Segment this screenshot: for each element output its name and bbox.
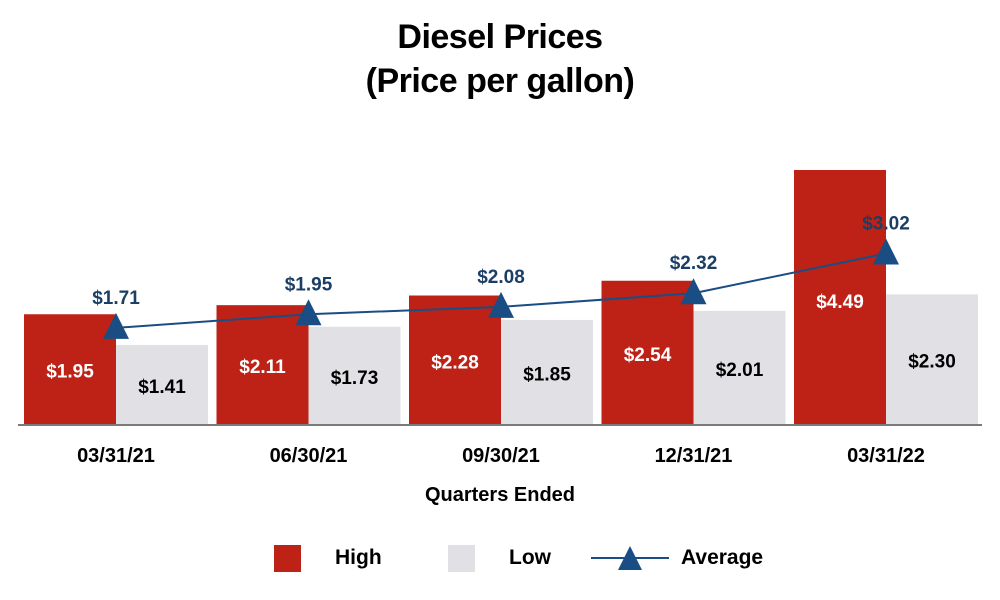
chart-canvas: $1.95 $1.41 $2.11 $1.73 $2.28 $1.85 $2.54 $2.01… <box>18 170 982 506</box>
average-marker-1 <box>295 299 322 326</box>
bar-high-2 <box>409 295 501 425</box>
data-label-average-1: $1.95 <box>285 274 333 295</box>
legend: High Low Average <box>0 540 1000 576</box>
legend-label-average: Average <box>681 546 764 569</box>
x-tick-label-2: 09/30/21 <box>462 445 540 467</box>
data-label-low-3: $2.01 <box>716 360 764 381</box>
bar-high-1 <box>216 305 309 425</box>
legend-item-high: High <box>274 540 382 576</box>
bar-high-0 <box>24 314 116 425</box>
legend-label-high: High <box>335 546 382 569</box>
bar-low-2 <box>501 319 593 425</box>
data-label-high-1: $2.11 <box>239 357 286 378</box>
data-label-low-4: $2.30 <box>908 352 956 373</box>
data-label-average-2: $2.08 <box>477 267 525 288</box>
legend-item-low: Low <box>448 540 551 576</box>
data-label-average-4: $3.02 <box>862 213 910 234</box>
data-label-high-0: $1.95 <box>46 362 94 383</box>
average-marker-4 <box>873 238 899 265</box>
average-series-group: $1.71 $1.95 $2.08 $2.32 $3.02 <box>92 213 910 339</box>
data-label-low-2: $1.85 <box>523 364 571 385</box>
bar-high-4 <box>794 170 886 425</box>
bar-low-4 <box>886 294 978 425</box>
x-ticks-group: 03/31/21 06/30/21 09/30/21 12/31/21 03/31/22 <box>77 445 925 467</box>
legend-swatch-low <box>448 544 475 572</box>
x-tick-label-0: 03/31/21 <box>77 445 155 467</box>
data-label-low-0: $1.41 <box>138 377 186 398</box>
average-marker-3 <box>680 278 707 305</box>
x-tick-label-1: 06/30/21 <box>270 445 348 467</box>
data-label-low-1: $1.73 <box>331 368 379 389</box>
bar-high-3 <box>601 280 694 425</box>
data-label-high-4: $4.49 <box>816 292 864 313</box>
data-label-average-0: $1.71 <box>92 288 140 309</box>
data-label-high-3: $2.54 <box>624 345 672 366</box>
bar-low-1 <box>308 326 401 425</box>
bar-low-0 <box>116 344 208 425</box>
x-tick-label-4: 03/31/22 <box>847 445 925 467</box>
bars-group: $1.95 $1.41 $2.11 $1.73 $2.28 $1.85 $2.54 $2.01… <box>24 170 978 425</box>
data-label-high-2: $2.28 <box>431 352 479 373</box>
average-marker-2 <box>488 291 514 318</box>
legend-item-average: Average <box>591 540 763 576</box>
legend-label-low: Low <box>509 546 551 569</box>
x-tick-label-3: 12/31/21 <box>655 445 733 467</box>
data-label-average-3: $2.32 <box>670 253 718 274</box>
legend-swatch-high <box>274 544 301 572</box>
bar-low-3 <box>693 310 786 425</box>
chart-subtitle: (Price per gallon) <box>365 62 635 100</box>
chart-title: Diesel Prices <box>397 18 603 56</box>
average-marker-0 <box>103 312 129 339</box>
x-axis-title: Quarters Ended <box>425 484 575 506</box>
legend-marker-average <box>591 546 669 570</box>
